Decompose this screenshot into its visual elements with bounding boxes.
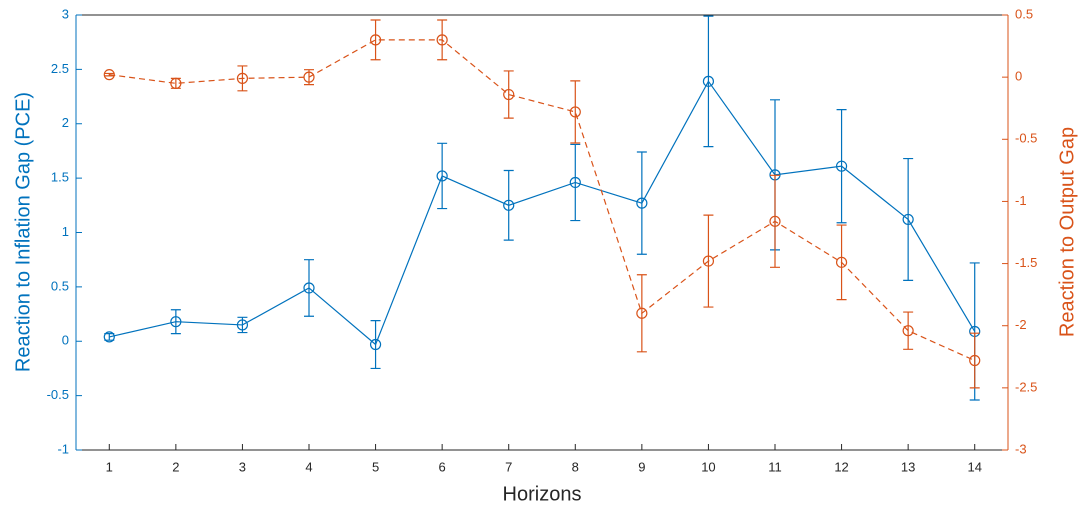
y2-tick-label: -3 <box>1015 441 1027 456</box>
error-bar <box>969 332 980 389</box>
marker <box>303 71 315 83</box>
x-tick-label: 11 <box>768 459 782 474</box>
y2-tick-label: -2 <box>1015 317 1027 332</box>
y2-tick-label: -2.5 <box>1015 379 1037 394</box>
y2-tick-label: -1.5 <box>1015 255 1037 270</box>
x-tick-label: 9 <box>638 459 645 474</box>
y-tick-label: 0.5 <box>51 278 69 293</box>
x-tick-label: 5 <box>372 459 379 474</box>
error-bar <box>836 224 847 301</box>
marker <box>236 72 249 84</box>
error-bar <box>836 109 847 224</box>
marker <box>902 213 914 226</box>
series-line <box>109 80 976 346</box>
y-tick-label: 3 <box>62 6 69 21</box>
marker <box>702 75 715 87</box>
error-bar <box>237 65 248 92</box>
error-bar <box>703 214 714 308</box>
error-bar <box>370 19 381 61</box>
error-bar <box>770 174 780 268</box>
marker <box>503 88 515 101</box>
error-bar <box>437 142 448 210</box>
y-tick-label: 2 <box>62 115 69 130</box>
marker <box>503 199 515 211</box>
y-axis-label: Reaction to Inflation Gap (PCE) <box>12 92 34 372</box>
marker <box>636 197 648 209</box>
error-bar <box>503 169 514 241</box>
x-tick-label: 7 <box>505 459 512 474</box>
error-bar <box>104 72 115 77</box>
error-bar <box>304 259 314 317</box>
marker <box>769 215 781 227</box>
y-tick-label: 0 <box>62 333 69 348</box>
x-tick-label: 12 <box>834 459 848 474</box>
marker <box>236 319 249 331</box>
error-bar <box>703 15 714 148</box>
x-tick-label: 6 <box>439 459 446 474</box>
marker <box>436 34 448 46</box>
marker <box>969 354 981 367</box>
y2-tick-label: 0.5 <box>1015 6 1033 21</box>
marker <box>303 282 315 294</box>
marker <box>569 176 581 189</box>
marker <box>103 331 115 343</box>
x-axis-label: Horizons <box>503 483 582 505</box>
marker <box>103 69 115 81</box>
error-bar <box>903 311 914 350</box>
y2-tick-label: -0.5 <box>1015 131 1037 146</box>
marker <box>835 256 848 268</box>
marker <box>369 338 382 351</box>
error-bar <box>437 19 448 61</box>
error-bar <box>636 274 647 353</box>
y-tick-label: 2.5 <box>51 61 69 76</box>
marker <box>369 34 382 46</box>
x-tick-label: 1 <box>106 459 113 474</box>
x-tick-label: 10 <box>701 459 715 474</box>
error-bar <box>636 151 647 255</box>
y-tick-label: 1.5 <box>51 170 69 185</box>
error-bar <box>570 143 581 222</box>
x-tick-label: 14 <box>967 459 981 474</box>
series-line <box>109 39 975 362</box>
y2-tick-label: -1 <box>1015 193 1027 208</box>
x-tick-label: 13 <box>901 459 915 474</box>
error-bar <box>104 333 115 341</box>
x-tick-label: 2 <box>172 459 179 474</box>
marker <box>569 106 581 118</box>
error-bar <box>170 309 181 335</box>
error-bar <box>370 319 381 370</box>
error-bar <box>903 157 914 281</box>
error-bar <box>503 70 514 119</box>
marker <box>170 77 182 89</box>
x-tick-label: 3 <box>239 459 246 474</box>
y-tick-label: -1 <box>57 441 69 456</box>
error-bar <box>570 80 581 144</box>
y-tick-label: 1 <box>62 224 69 239</box>
marker <box>636 307 648 319</box>
x-tick-label: 4 <box>305 459 312 474</box>
marker <box>702 255 715 267</box>
x-tick-label: 8 <box>572 459 579 474</box>
y2-tick-label: 0 <box>1015 69 1022 84</box>
y2-axis-label: Reaction to Output Gap <box>1056 127 1078 337</box>
marker <box>170 316 182 328</box>
marker <box>835 160 848 172</box>
marker <box>902 325 914 337</box>
marker <box>436 170 448 182</box>
y-tick-label: -0.5 <box>47 387 69 402</box>
